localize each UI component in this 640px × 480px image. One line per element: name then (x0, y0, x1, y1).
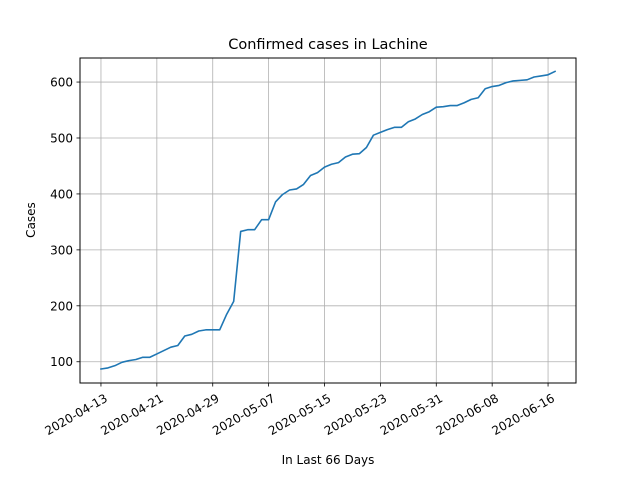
y-tick-label: 500 (50, 131, 73, 145)
y-tick-label: 300 (50, 243, 73, 257)
x-axis-label: In Last 66 Days (282, 453, 375, 467)
y-tick-label: 400 (50, 187, 73, 201)
series-line (100, 70, 557, 370)
y-axis: 100 200 300 400 500 600 (50, 76, 80, 369)
chart-title: Confirmed cases in Lachine (228, 37, 428, 53)
grid-lines (80, 58, 576, 383)
y-tick-label: 200 (50, 299, 73, 313)
y-axis-label: Cases (24, 202, 38, 238)
y-tick-label: 100 (50, 355, 73, 369)
axes-frame (79, 57, 577, 384)
y-tick-label: 600 (50, 76, 73, 90)
plot-area (100, 70, 557, 370)
